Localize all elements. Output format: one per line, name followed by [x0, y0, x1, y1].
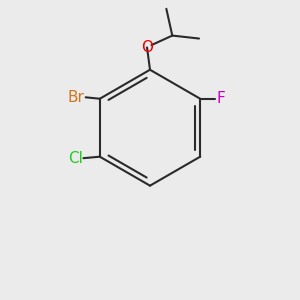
Text: Cl: Cl: [68, 151, 82, 166]
Text: F: F: [217, 91, 225, 106]
Text: Br: Br: [67, 90, 84, 105]
Text: O: O: [141, 40, 153, 55]
